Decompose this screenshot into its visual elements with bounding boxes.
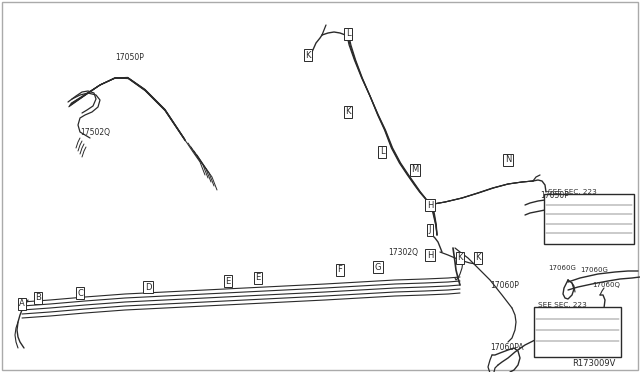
Text: M: M xyxy=(412,166,419,174)
Text: 17302Q: 17302Q xyxy=(388,247,418,257)
FancyBboxPatch shape xyxy=(544,194,634,244)
Text: E: E xyxy=(255,273,260,282)
Text: 17060G: 17060G xyxy=(548,265,576,271)
Text: N: N xyxy=(505,155,511,164)
Text: K: K xyxy=(305,51,311,60)
Text: A: A xyxy=(19,299,25,308)
Text: H: H xyxy=(427,250,433,260)
Text: L: L xyxy=(380,148,384,157)
Text: 17060PA: 17060PA xyxy=(490,343,524,353)
Text: L: L xyxy=(346,29,350,38)
Text: 17060G: 17060G xyxy=(580,267,608,273)
Text: K: K xyxy=(345,108,351,116)
Text: K: K xyxy=(457,253,463,263)
Text: G: G xyxy=(375,263,381,272)
Text: J: J xyxy=(429,225,431,234)
Text: SEE SEC. 223: SEE SEC. 223 xyxy=(538,302,587,308)
Text: 17050P: 17050P xyxy=(115,54,144,62)
Text: B: B xyxy=(35,294,41,302)
Text: D: D xyxy=(145,282,151,292)
Text: 17050P: 17050P xyxy=(540,190,569,199)
Text: 17060Q: 17060Q xyxy=(592,282,620,288)
FancyBboxPatch shape xyxy=(534,307,621,357)
Text: R173009V: R173009V xyxy=(572,359,616,368)
Text: K: K xyxy=(476,253,481,263)
Text: F: F xyxy=(337,266,342,275)
Text: 17502Q: 17502Q xyxy=(80,128,110,137)
Text: E: E xyxy=(225,276,230,285)
Text: C: C xyxy=(77,289,83,298)
Text: SEE SEC. 223: SEE SEC. 223 xyxy=(548,189,596,195)
Text: 17060P: 17060P xyxy=(490,280,519,289)
Text: H: H xyxy=(427,201,433,209)
